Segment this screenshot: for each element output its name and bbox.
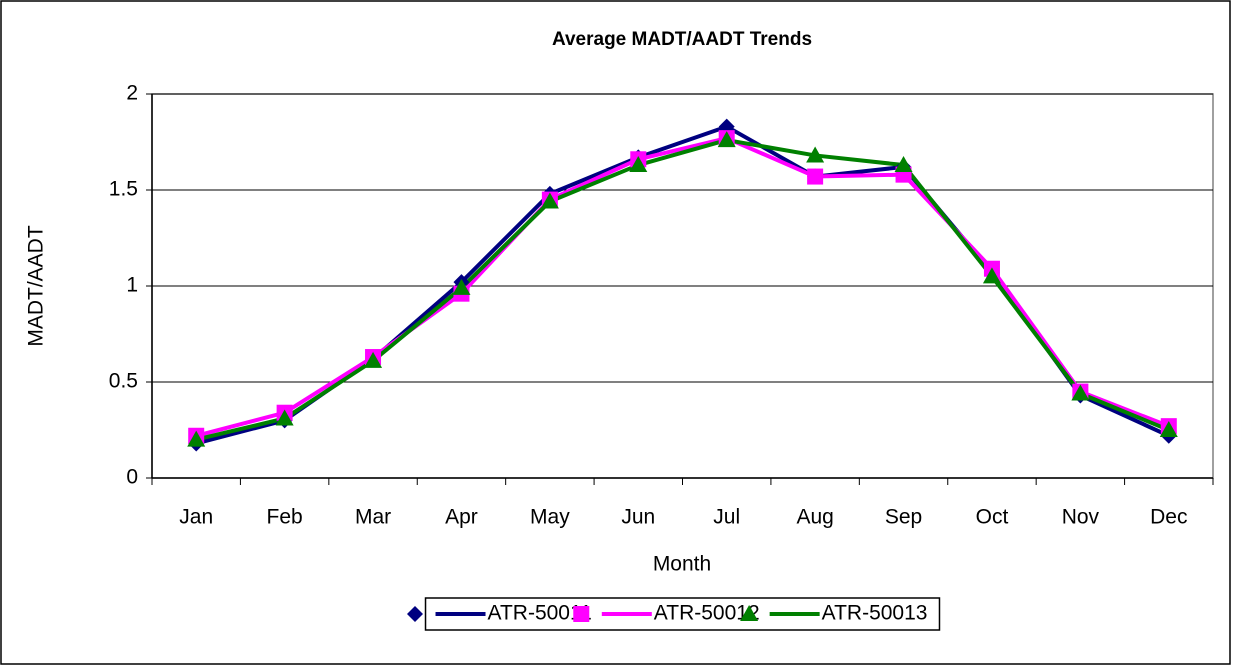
x-tick-label: Sep — [885, 506, 922, 529]
x-tick-label: Aug — [796, 506, 833, 529]
data-point — [982, 267, 1001, 284]
x-tick-label: Feb — [267, 506, 303, 529]
legend-marker — [573, 606, 590, 622]
data-point — [717, 131, 736, 148]
x-tick-label: Dec — [1150, 506, 1187, 529]
x-tick-label: Mar — [355, 506, 391, 529]
x-tick-label: Jul — [713, 506, 740, 529]
y-tick-label: 2 — [126, 82, 138, 105]
legend-marker — [740, 605, 759, 621]
x-tick-label: May — [530, 506, 570, 529]
data-point — [1159, 421, 1178, 437]
data-point — [806, 146, 825, 163]
series-line — [195, 136, 1170, 438]
data-point — [452, 278, 471, 295]
series-line — [195, 138, 1170, 442]
y-axis-label: MADT/AADT — [25, 225, 48, 347]
x-tick-label: Jan — [179, 506, 213, 529]
legend-label: ATR-50013 — [822, 602, 928, 625]
legend-label: ATR-50012 — [654, 602, 760, 625]
data-point — [1071, 384, 1090, 401]
y-tick-label: 0 — [126, 466, 138, 489]
data-point — [807, 168, 824, 185]
x-tick-label: Jun — [621, 506, 655, 529]
data-point — [894, 156, 913, 173]
y-tick-label: 0.5 — [109, 370, 138, 393]
x-tick-label: Apr — [445, 506, 478, 529]
legend-box — [424, 597, 941, 631]
data-point — [629, 156, 648, 173]
data-point — [275, 409, 294, 426]
legend-marker — [407, 606, 423, 622]
data-point — [364, 351, 383, 368]
y-tick-label: 1 — [126, 274, 138, 297]
x-axis-label: Month — [653, 553, 711, 576]
y-tick-label: 1.5 — [109, 178, 138, 201]
x-tick-label: Oct — [976, 506, 1009, 529]
data-point — [187, 430, 206, 447]
chart-title: Average MADT/AADT Trends — [552, 29, 812, 50]
legend-label: ATR-50011 — [488, 602, 592, 625]
data-point — [540, 192, 559, 209]
x-tick-label: Nov — [1062, 506, 1100, 529]
legend: ATR-50011 ATR-50012 ATR-50013 — [424, 597, 941, 631]
